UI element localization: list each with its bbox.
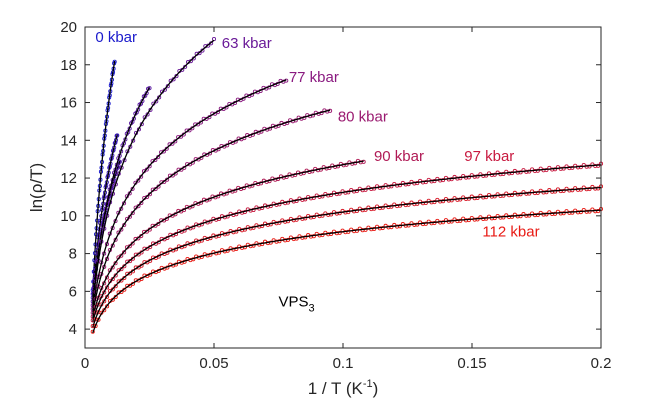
fit-line <box>92 109 331 315</box>
x-axis-label: 1 / T (K-1) <box>308 378 379 398</box>
data-point <box>596 209 601 214</box>
fit-line <box>92 186 602 328</box>
series-77-kbar <box>90 78 289 312</box>
y-tick-label: 4 <box>69 321 77 338</box>
data-point <box>578 210 583 215</box>
series-label: 90 kbar <box>374 148 424 165</box>
series-layer <box>90 37 604 334</box>
series-label: 77 kbar <box>289 69 339 86</box>
data-point <box>117 159 122 164</box>
series-unlabeled <box>90 184 604 329</box>
series-90-kbar <box>90 158 366 319</box>
plot-frame <box>84 26 602 349</box>
x-tick-label: 0 <box>81 355 89 372</box>
y-tick-label: 8 <box>69 246 77 263</box>
y-tick-label: 20 <box>60 19 77 36</box>
fit-line <box>92 39 215 307</box>
fit-line <box>92 87 151 303</box>
series-label: 80 kbar <box>338 108 388 125</box>
fit-line <box>92 209 602 334</box>
fit-line <box>92 134 118 296</box>
fit-line <box>92 79 287 311</box>
y-tick-label: 6 <box>69 283 77 300</box>
series-0-kbar <box>90 59 117 293</box>
compound-annotation: VPS3 <box>279 293 315 314</box>
data-point <box>587 209 592 214</box>
series-112-kbar <box>90 206 604 334</box>
x-tick-label: 0.05 <box>199 355 228 372</box>
series-label: 63 kbar <box>222 35 272 52</box>
series-label: 0 kbar <box>95 29 137 46</box>
data-point <box>147 86 152 91</box>
fit-line <box>92 160 364 318</box>
y-tick-label: 10 <box>60 208 77 225</box>
fit-line <box>92 60 116 292</box>
y-tick-label: 12 <box>60 170 77 187</box>
series-label: 112 kbar <box>482 224 539 241</box>
x-tick-label: 0.1 <box>333 355 354 372</box>
tick-layer: 0 0.05 0.1 0.15 0.2 4 6 8 10 12 14 16 18 20 <box>60 19 611 372</box>
y-tick-label: 16 <box>60 95 77 112</box>
x-tick-label: 0.15 <box>457 355 486 372</box>
series-80-kbar <box>90 108 333 315</box>
y-axis-label: ln(ρ/T) <box>27 163 46 212</box>
data-point <box>211 37 217 42</box>
x-tick-label: 0.2 <box>591 355 612 372</box>
y-tick-label: 18 <box>60 57 77 74</box>
fit-line <box>92 164 602 322</box>
series-label-layer: 0 kbar 63 kbar 77 kbar 80 kbar 90 kbar 97 kba… <box>95 29 539 240</box>
data-point <box>90 329 95 334</box>
series-label: 97 kbar <box>464 148 514 165</box>
y-tick-label: 14 <box>60 132 77 149</box>
data-point <box>561 211 566 216</box>
series-97-kbar <box>90 161 604 323</box>
